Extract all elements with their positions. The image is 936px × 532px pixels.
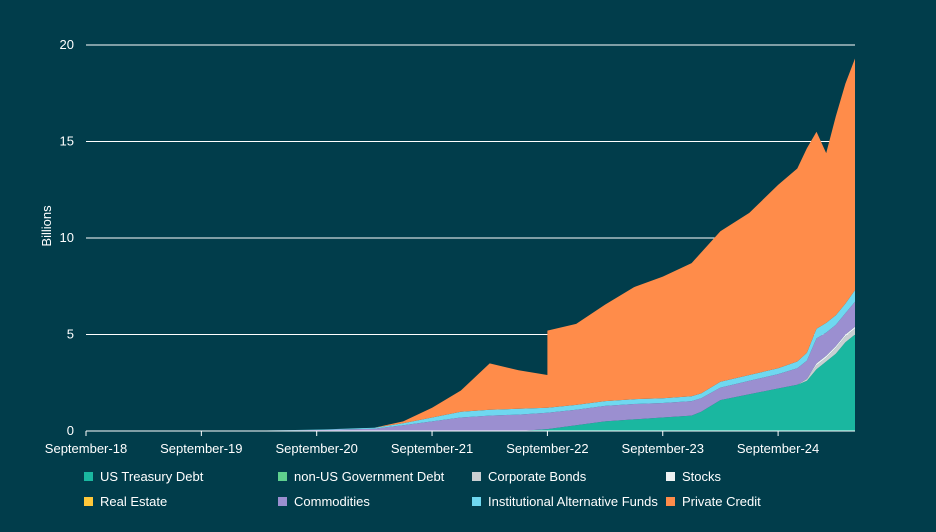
x-tick-label: September-21 <box>391 441 473 456</box>
legend-swatch <box>278 472 287 481</box>
x-tick-label: September-18 <box>45 441 127 456</box>
x-tick-label: September-22 <box>506 441 588 456</box>
legend-label: Private Credit <box>682 494 761 509</box>
legend-item-us-treasury-debt[interactable]: US Treasury Debt <box>84 468 278 485</box>
y-tick-label: 20 <box>60 37 74 52</box>
legend-label: Commodities <box>294 494 370 509</box>
legend-item-real-estate[interactable]: Real Estate <box>84 493 278 510</box>
y-tick-label: 5 <box>67 327 74 342</box>
legend-label: Real Estate <box>100 494 168 509</box>
legend-label: Institutional Alternative Funds <box>488 494 658 509</box>
legend-item-stocks[interactable]: Stocks <box>666 468 806 485</box>
series-areas <box>86 58 855 431</box>
legend-swatch <box>472 472 481 481</box>
legend-label: US Treasury Debt <box>100 469 204 484</box>
legend-item-corporate-bonds[interactable]: Corporate Bonds <box>472 468 666 485</box>
legend-item-non-us-government-debt[interactable]: non-US Government Debt <box>278 468 472 485</box>
legend-swatch <box>666 472 675 481</box>
legend-swatch <box>666 497 675 506</box>
legend-label: Corporate Bonds <box>488 469 587 484</box>
legend-item-commodities[interactable]: Commodities <box>278 493 472 510</box>
y-tick-label: 10 <box>60 230 74 245</box>
axes: 0 5 10 15 20 September-18 September-19 Septembe… <box>45 37 855 456</box>
x-tick-label: September-24 <box>737 441 819 456</box>
x-tick-label: September-23 <box>622 441 704 456</box>
area-us-treasury-debt <box>86 334 855 431</box>
x-tick-label: September-20 <box>276 441 358 456</box>
y-tick-label: 15 <box>60 134 74 149</box>
legend-swatch <box>84 472 93 481</box>
legend-swatch <box>84 497 93 506</box>
y-axis-title: Billions <box>39 205 54 247</box>
y-tick-label: 0 <box>67 423 74 438</box>
legend-item-private-credit[interactable]: Private Credit <box>666 493 806 510</box>
legend-item-institutional-alternative-funds[interactable]: Institutional Alternative Funds <box>472 493 666 510</box>
legend-swatch <box>278 497 287 506</box>
legend-label: non-US Government Debt <box>294 469 445 484</box>
legend-swatch <box>472 497 481 506</box>
legend-label: Stocks <box>682 469 722 484</box>
area-private-credit <box>86 58 855 431</box>
x-tick-label: September-19 <box>160 441 242 456</box>
legend: US Treasury Debt non-US Government Debt … <box>84 468 804 510</box>
